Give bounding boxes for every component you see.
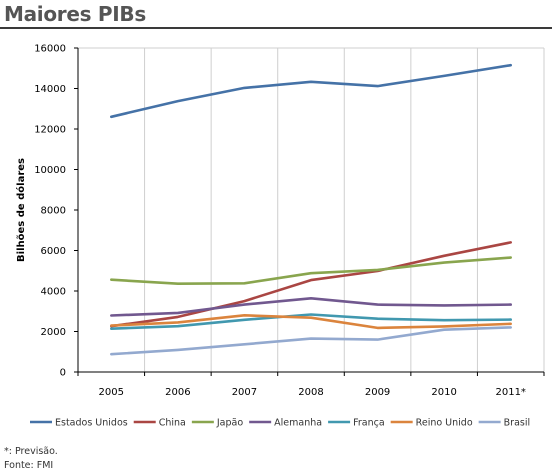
y-axis-ticks: 0 2000 4000 6000 8000 10000 12000 14000 16000 bbox=[34, 44, 78, 379]
series-line bbox=[110, 256, 513, 286]
legend-label: Alemanha bbox=[274, 418, 322, 429]
y-tick-label: 4000 bbox=[41, 287, 66, 298]
y-tick-label: 10000 bbox=[34, 165, 66, 176]
title-divider bbox=[0, 27, 552, 29]
source-note: Fonte: FMI bbox=[4, 460, 54, 471]
x-tick-label: 2010 bbox=[431, 387, 456, 398]
legend-label: França bbox=[353, 418, 385, 429]
series-line bbox=[110, 313, 513, 331]
series-line bbox=[110, 296, 513, 317]
x-axis-ticks: 2005 2006 2007 2008 2009 2010 2011* bbox=[77, 372, 545, 398]
y-tick-label: 2000 bbox=[41, 327, 66, 338]
series-line bbox=[110, 241, 513, 328]
x-tick-label: 2009 bbox=[365, 387, 390, 398]
y-tick-label: 0 bbox=[60, 368, 66, 379]
y-tick-label: 12000 bbox=[34, 125, 66, 136]
x-tick-label: 2006 bbox=[165, 387, 190, 398]
x-tick-label: 2007 bbox=[232, 387, 257, 398]
series-line bbox=[110, 63, 513, 119]
legend-label: Estados Unidos bbox=[55, 418, 128, 429]
y-tick-label: 8000 bbox=[41, 206, 66, 217]
chart-legend: Estados Unidos China Japão Alemanha França Re… bbox=[30, 418, 530, 429]
y-tick-label: 6000 bbox=[41, 246, 66, 257]
legend-label: China bbox=[159, 418, 186, 429]
y-tick-label: 16000 bbox=[34, 44, 66, 55]
y-axis-label: Bilhões de dólares bbox=[15, 158, 27, 262]
forecast-note: *: Previsão. bbox=[4, 446, 58, 457]
x-tick-label: 2005 bbox=[99, 387, 124, 398]
x-tick-label: 2011* bbox=[495, 387, 525, 398]
series-line bbox=[110, 326, 513, 356]
x-tick-label: 2008 bbox=[298, 387, 323, 398]
legend-label: Japão bbox=[216, 418, 243, 429]
legend-label: Brasil bbox=[504, 418, 530, 429]
series-lines bbox=[110, 63, 513, 356]
series-line bbox=[110, 313, 513, 330]
legend-label: Reino Unido bbox=[416, 418, 473, 429]
page-title: Maiores PIBs bbox=[4, 2, 146, 26]
y-tick-label: 14000 bbox=[34, 84, 66, 95]
